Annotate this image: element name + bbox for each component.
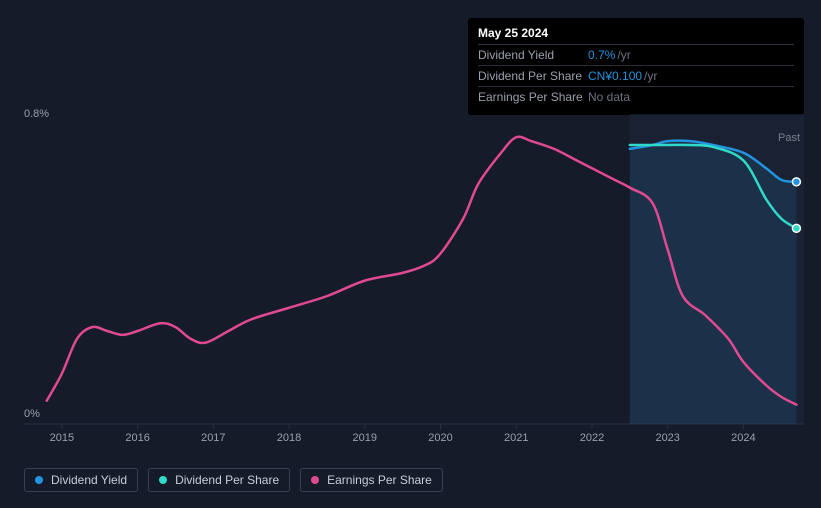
legend-item-label: Dividend Yield (51, 473, 127, 487)
tooltip-row-value: CN¥0.100 (588, 69, 642, 83)
legend-dot-icon (159, 476, 167, 484)
legend-item[interactable]: Earnings Per Share (300, 468, 443, 492)
x-axis-tick: 2020 (428, 432, 452, 444)
tooltip-date: May 25 2024 (478, 26, 794, 44)
tooltip-row-unit: /yr (617, 48, 630, 62)
legend-item[interactable]: Dividend Per Share (148, 468, 290, 492)
tooltip-row: Dividend Yield0.7% /yr (478, 44, 794, 65)
legend-item-label: Dividend Per Share (175, 473, 279, 487)
line-chart (24, 114, 804, 424)
tooltip-row-label: Dividend Per Share (478, 69, 588, 83)
x-axis-tick: 2015 (50, 432, 74, 444)
x-axis-tick: 2021 (504, 432, 528, 444)
legend: Dividend Yield Dividend Per Share Earnings… (24, 468, 443, 492)
x-axis-tick: 2023 (655, 432, 679, 444)
tooltip-row-label: Dividend Yield (478, 48, 588, 62)
tooltip-row-label: Earnings Per Share (478, 90, 588, 104)
x-axis-tick: 2022 (580, 432, 604, 444)
tooltip-row: Dividend Per ShareCN¥0.100 /yr (478, 65, 794, 86)
chart-tooltip: May 25 2024 Dividend Yield0.7% /yrDivide… (468, 18, 804, 115)
x-axis: 2015 2016 2017 2018 2019 2020 2021 2022 2023 2024 (24, 432, 804, 446)
tooltip-row-value: No data (588, 90, 630, 104)
x-axis-tick: 2018 (277, 432, 301, 444)
legend-item-label: Earnings Per Share (327, 473, 432, 487)
tooltip-row: Earnings Per ShareNo data (478, 86, 794, 107)
x-axis-tick: 2019 (353, 432, 377, 444)
tooltip-row-unit: /yr (644, 69, 657, 83)
x-axis-tick: 2024 (731, 432, 755, 444)
legend-dot-icon (311, 476, 319, 484)
legend-item[interactable]: Dividend Yield (24, 468, 138, 492)
tooltip-row-value: 0.7% (588, 48, 615, 62)
x-axis-tick: 2016 (125, 432, 149, 444)
x-axis-tick: 2017 (201, 432, 225, 444)
legend-dot-icon (35, 476, 43, 484)
